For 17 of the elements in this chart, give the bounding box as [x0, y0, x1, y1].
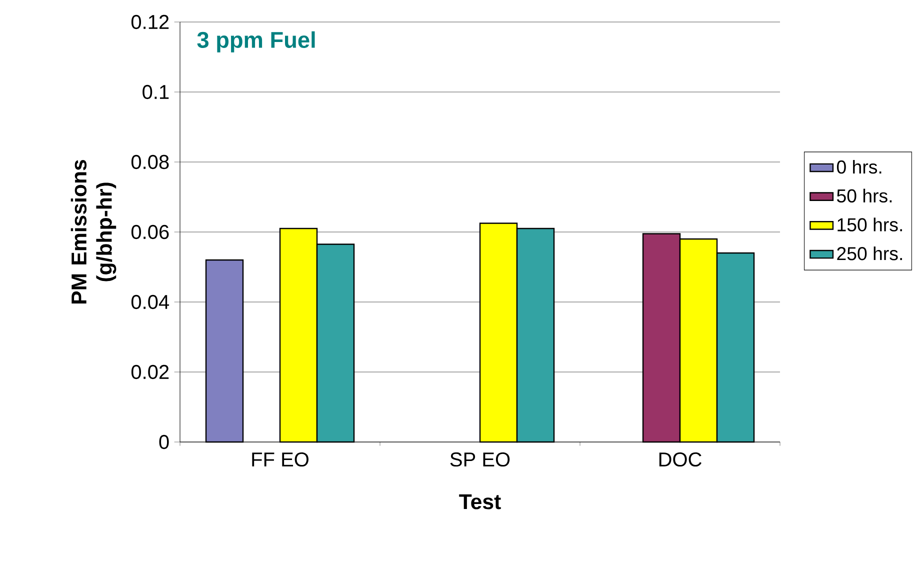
legend-label: 50 hrs.	[836, 188, 892, 203]
y-tick-label: 0.06	[131, 224, 169, 240]
x-tick-label: SP EO	[450, 452, 510, 467]
y-axis-title: PM Emissions (g/bhp-hr)	[70, 160, 116, 304]
legend-label: 0 hrs.	[836, 160, 882, 174]
y-tick-label: 0	[159, 434, 169, 450]
y-tick-label: 0.08	[131, 154, 169, 170]
chart-title: 3 ppm Fuel	[197, 31, 315, 52]
x-axis-title: Test	[459, 494, 501, 510]
legend-label: 250 hrs.	[837, 246, 902, 260]
x-tick-label: DOC	[659, 452, 702, 467]
y-tick-label: 0.02	[131, 364, 169, 380]
legend-label: 150 hrs.	[838, 218, 902, 232]
y-tick-label: 0.12	[131, 14, 169, 30]
y-tick-label: 0.04	[131, 294, 170, 310]
x-tick-label: FF EO	[252, 452, 308, 467]
y-tick-label: 0.1	[142, 84, 169, 100]
